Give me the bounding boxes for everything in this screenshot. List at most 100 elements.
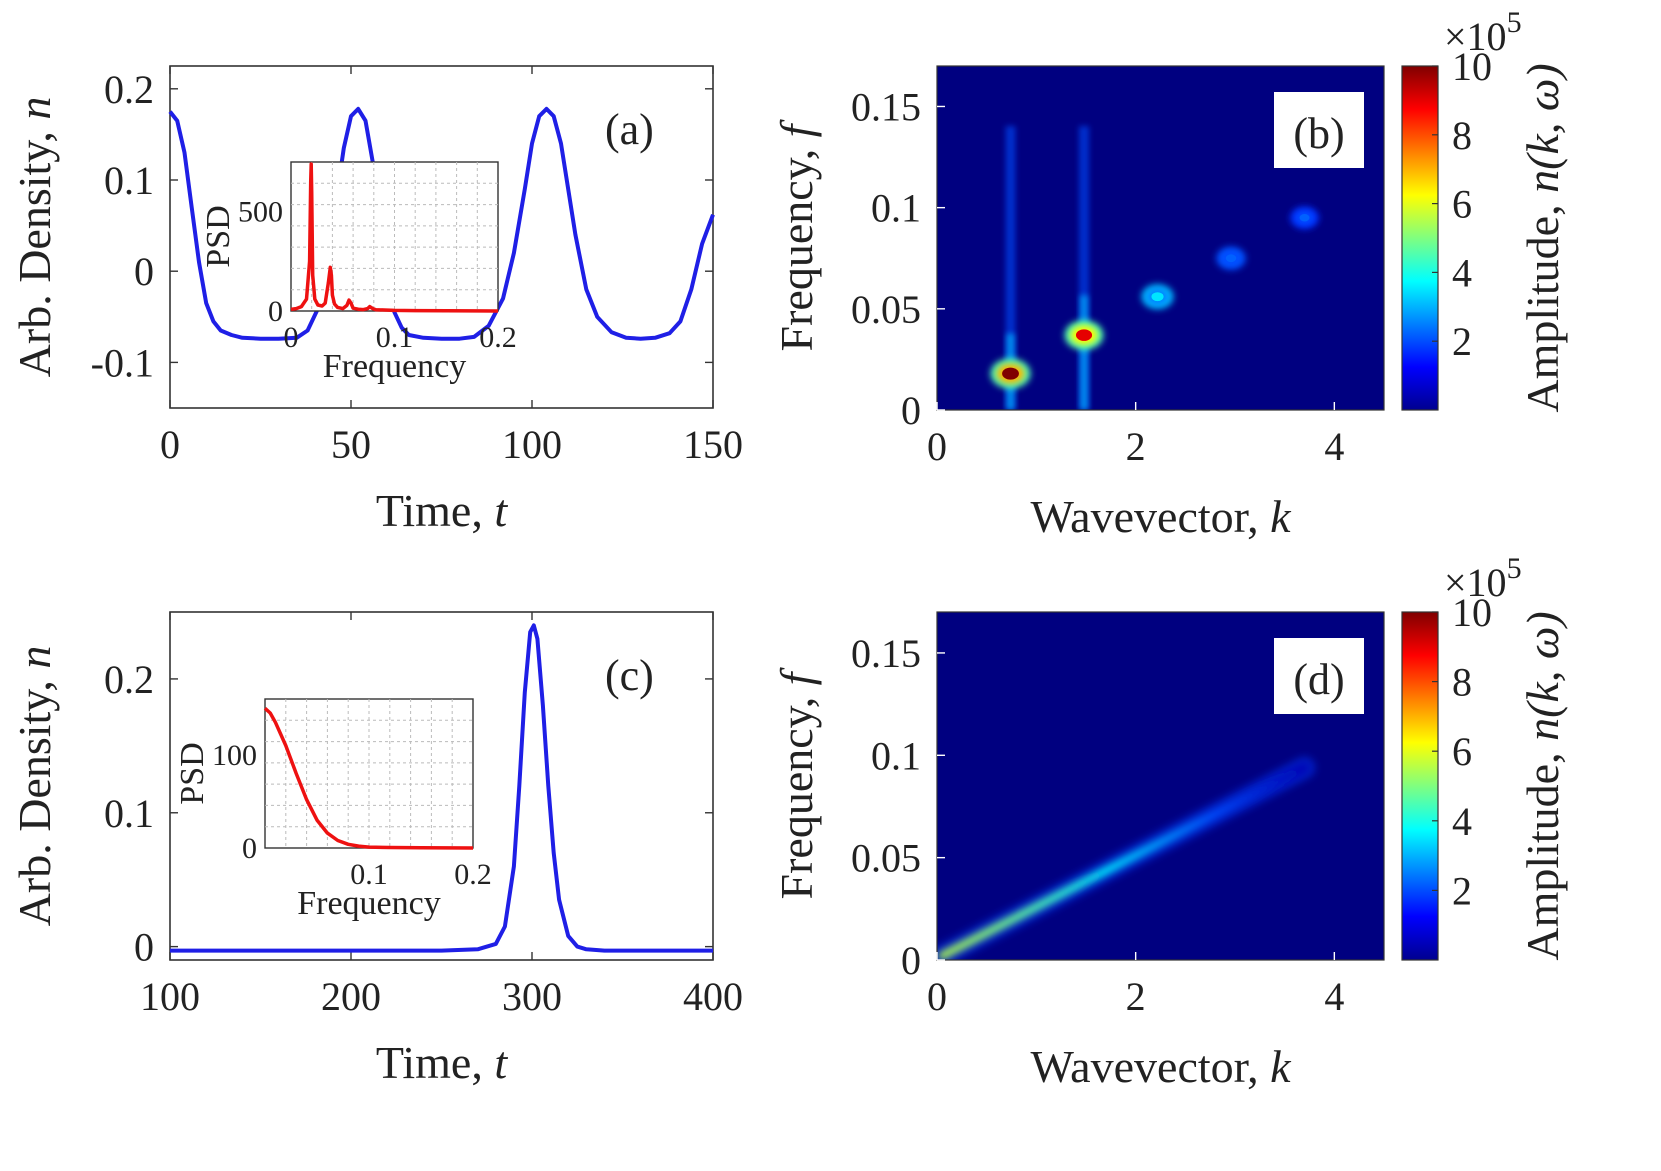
- heatmap-streak-core: [1080, 295, 1089, 410]
- colorbar-multiplier-base: ×10: [1444, 560, 1507, 605]
- y-tick-label: 0.1: [871, 733, 921, 778]
- x-axis-label-text: Wavevector,: [1030, 491, 1270, 542]
- y-tick-label: 0.15: [851, 84, 921, 129]
- colorbar-tick-label: 8: [1452, 113, 1472, 158]
- plot-frame: [169, 65, 714, 409]
- x-tick-label: 400: [683, 974, 743, 1019]
- colorbar: [1401, 65, 1439, 411]
- y-axis-label: Frequency, f: [771, 118, 822, 351]
- x-tick-label: 4: [1324, 974, 1344, 1019]
- colorbar-multiplier-base: ×10: [1444, 14, 1507, 59]
- y-axis-label-var: n: [9, 646, 60, 669]
- colorbar-label-var: n(k, ω): [1517, 611, 1568, 741]
- x-axis-label: Wavevector, k: [1030, 491, 1292, 542]
- colorbar-multiplier: ×105: [1444, 552, 1522, 605]
- y-tick-label: -0.1: [91, 340, 154, 385]
- x-tick-label: 2: [1126, 424, 1146, 469]
- y-tick-label: 0.2: [104, 657, 154, 702]
- x-tick-label: 2: [1126, 974, 1146, 1019]
- heatmap-content: [990, 126, 1319, 410]
- colorbar-tick-label: 2: [1452, 868, 1472, 913]
- panel-label: (c): [605, 651, 654, 700]
- inset-x-tick-label: 0.1: [350, 858, 388, 891]
- colorbar-tick-label: 4: [1452, 799, 1472, 844]
- colorbar-label-text: Amplitude,: [1517, 193, 1568, 413]
- series-line-density: [170, 623, 713, 953]
- inset-x-tick-label: 0: [284, 321, 299, 354]
- colorbar-multiplier-exp: 5: [1507, 6, 1522, 39]
- inset-psd: 0.1 0.2 100 0 Frequency PSD: [174, 698, 492, 922]
- colorbar-label: Amplitude, n(k, ω): [1517, 611, 1568, 960]
- inset-x-axis-label: Frequency: [297, 885, 441, 922]
- y-axis-label-var: f: [771, 666, 822, 685]
- plot-frame: [936, 611, 1385, 961]
- y-tick-label: 0.1: [104, 791, 154, 836]
- y-axis-label-text: Frequency,: [771, 685, 822, 899]
- x-tick-label: 100: [140, 974, 200, 1019]
- panel-label-box: [1274, 638, 1364, 714]
- x-axis-label: Time, t: [376, 485, 508, 536]
- heatmap-peak: [1002, 367, 1019, 380]
- x-tick-label: 0: [927, 974, 947, 1019]
- heatmap-peak: [1225, 254, 1237, 263]
- colorbar-multiplier-exp: 5: [1507, 552, 1522, 585]
- y-axis-label-var: n: [9, 97, 60, 120]
- x-tick-label: 4: [1324, 424, 1344, 469]
- series-line-density: [168, 106, 715, 341]
- x-tick-label: 0: [160, 422, 180, 467]
- y-axis-label-var: f: [771, 118, 822, 137]
- y-axis-label: Arb. Density, n: [9, 97, 60, 378]
- inset-series-line-psd: [263, 707, 474, 850]
- inset-y-tick-label: 100: [212, 739, 257, 772]
- colorbar-tick-label: 4: [1452, 250, 1472, 295]
- heatmap-peak: [1299, 214, 1310, 222]
- panel-b: 0 2 4 0.15 0.1 0.05 0 Wavevector, k Frequency, f…: [771, 6, 1568, 542]
- x-axis-label: Wavevector, k: [1030, 1041, 1292, 1092]
- x-axis-label-text: Wavevector,: [1030, 1041, 1270, 1092]
- x-axis-label-text: Time,: [376, 485, 494, 536]
- y-axis-label: Frequency, f: [771, 666, 822, 899]
- heatmap-streak: [1005, 126, 1016, 410]
- colorbar-tick-label: 8: [1452, 660, 1472, 705]
- colorbar-tick-label: 10: [1452, 44, 1492, 89]
- x-axis-label-text: Time,: [376, 1037, 494, 1088]
- inset-psd: 0 0.1 0.2 500 0 Frequency PSD: [200, 161, 517, 385]
- inset-y-tick-label: 500: [238, 196, 283, 229]
- heatmap-peak: [1075, 329, 1093, 341]
- y-tick-label: 0.05: [851, 836, 921, 881]
- colorbar-multiplier: ×105: [1444, 6, 1522, 59]
- panel-d: 0 2 4 0.15 0.1 0.05 0 Wavevector, k Frequency, f…: [771, 552, 1568, 1092]
- y-tick-label: 0: [901, 388, 921, 433]
- y-axis-label-text: Arb. Density,: [9, 120, 60, 378]
- panel-c: 100 200 300 400 0.2 0.1 0 Time, t Arb. Density, …: [9, 611, 743, 1088]
- panel-label: (a): [605, 105, 654, 154]
- x-axis-label-var: t: [494, 1037, 508, 1088]
- panel-label: (b): [1293, 109, 1344, 158]
- y-tick-label: 0: [134, 925, 154, 970]
- inset-y-axis-label: PSD: [200, 205, 237, 267]
- plot-frame: [936, 65, 1385, 411]
- inset-x-tick-label: 0.1: [376, 321, 414, 354]
- inset-y-tick-label: 0: [268, 295, 283, 328]
- y-tick-label: 0: [134, 249, 154, 294]
- inset-x-tick-label: 0.2: [454, 858, 492, 891]
- y-axis-label: Arb. Density, n: [9, 646, 60, 927]
- x-tick-label: 200: [321, 974, 381, 1019]
- colorbar-tick-label: 10: [1452, 590, 1492, 635]
- y-axis-label-text: Arb. Density,: [9, 669, 60, 927]
- x-tick-label: 0: [927, 424, 947, 469]
- inset-y-tick-label: 0: [242, 832, 257, 865]
- y-tick-label: 0.1: [871, 186, 921, 231]
- heatmap-content: [937, 756, 1316, 960]
- y-tick-label: 0.05: [851, 287, 921, 332]
- inset-series-line-psd: [290, 162, 499, 313]
- inset-x-tick-label: 0.2: [479, 321, 517, 354]
- plot-frame: [169, 611, 714, 961]
- x-tick-label: 300: [502, 974, 562, 1019]
- y-axis-label-text: Frequency,: [771, 137, 822, 351]
- heatmap-streak: [1079, 126, 1090, 410]
- y-tick-label: 0.15: [851, 631, 921, 676]
- x-axis-label-var: k: [1270, 491, 1292, 542]
